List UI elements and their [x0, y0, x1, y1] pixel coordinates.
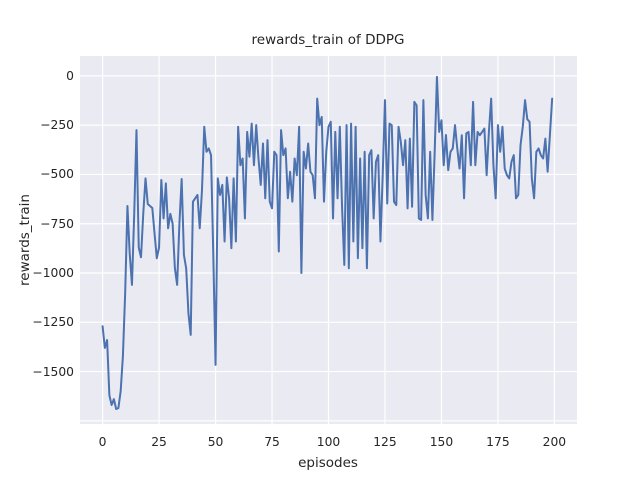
- y-tick-label: −1250: [32, 315, 74, 330]
- y-tick-label: −1000: [32, 266, 74, 280]
- x-tick-label: 100: [316, 435, 341, 449]
- y-axis-label: rewards_train: [17, 194, 33, 286]
- x-tick-label: 150: [429, 435, 454, 449]
- x-tick-label: 125: [373, 435, 397, 449]
- x-axis-label: episodes: [298, 455, 358, 471]
- rewards-line-series: [101, 75, 554, 411]
- y-tick-label: −1500: [32, 364, 74, 379]
- x-tick-label: 0: [98, 435, 107, 449]
- x-tick-label: 25: [151, 435, 167, 449]
- y-tick-label: −250: [40, 118, 74, 133]
- y-tick-label: 0: [66, 68, 74, 83]
- x-tick-label: 50: [207, 435, 224, 449]
- x-tick-label: 75: [264, 435, 280, 449]
- x-tick-label: 175: [486, 435, 510, 449]
- chart-title: rewards_train of DDPG: [251, 32, 405, 48]
- x-tick-label: 200: [542, 435, 567, 449]
- y-tick-label: −500: [40, 167, 74, 182]
- y-tick-label: −750: [40, 216, 74, 231]
